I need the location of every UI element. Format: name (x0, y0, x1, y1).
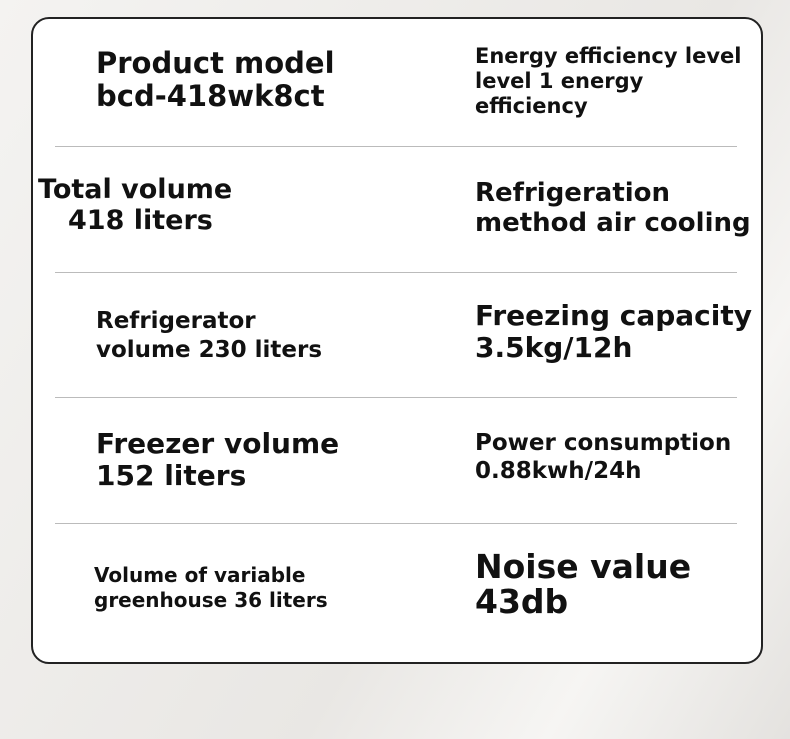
greenhouse-volume: Volume of variable greenhouse 36 liters (94, 563, 328, 612)
energy-level: Energy efficiency level level 1 energy eff… (475, 44, 742, 118)
noise-value: Noise value 43db (475, 547, 692, 621)
divider (55, 397, 737, 398)
total-volume: Total volume 418 liters (38, 174, 233, 237)
divider (55, 272, 737, 273)
divider (55, 523, 737, 524)
spec-card (31, 17, 763, 664)
power-consumption: Power consumption 0.88kwh/24h (475, 430, 732, 484)
divider (55, 146, 737, 147)
refrigeration-method: Refrigeration method air cooling (475, 178, 751, 238)
freezer-volume: Freezer volume 152 liters (96, 427, 340, 493)
product-model: Product model bcd-418wk8ct (96, 46, 335, 114)
refrigerator-volume: Refrigerator volume 230 liters (96, 308, 323, 363)
freezing-capacity: Freezing capacity 3.5kg/12h (475, 299, 753, 365)
